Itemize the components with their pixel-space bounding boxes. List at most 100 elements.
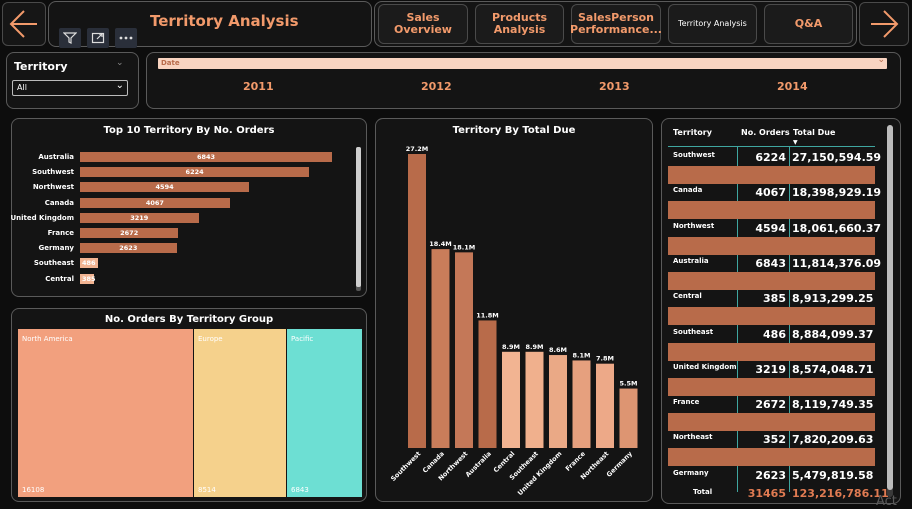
col-header-orders[interactable]: No. Orders [741,128,790,137]
column-bar[interactable] [619,388,638,448]
column-bar[interactable] [549,355,567,448]
column-value-label: 18.4M [429,240,452,248]
top10-bar[interactable] [80,167,310,178]
top10-bar[interactable] [80,212,199,223]
page-title: Territory Analysis [150,12,299,30]
column-value-label: 5.5M [620,380,638,388]
column-bar[interactable] [502,351,520,448]
top10-bar[interactable] [80,243,177,254]
top10-bar[interactable] [80,273,95,284]
top10-category-label: United Kingdom [10,213,74,222]
treemap-value: 8514 [198,486,216,494]
slicer-collapse-icon[interactable]: ⌄ [116,58,124,68]
column-bar[interactable] [525,351,544,448]
column-value-label: 18.1M [453,243,476,251]
top10-bar[interactable] [80,197,230,208]
table-row-total-due: 8,119,749.35 [792,398,874,412]
back-arrow-button[interactable] [2,2,46,46]
top10-category-label: Southeast [33,259,74,268]
top10-scrollbar[interactable] [356,147,361,291]
column-category-label: Australia [464,450,493,479]
top10-chart-title: Top 10 Territory By No. Orders [103,125,275,136]
col-header-total-due[interactable]: Total Due [793,128,836,137]
nav-qa[interactable]: Q&A [764,4,853,44]
top10-bar-value: 486 [82,259,96,268]
table-row-total-due: 7,820,209.63 [792,433,874,447]
table-row-band [668,166,875,184]
treemap-pacific[interactable]: Pacific 6843 [287,329,362,497]
top10-bar[interactable] [80,228,179,238]
table-row-total-due: 18,061,660.37 [792,221,882,235]
top10-bar[interactable] [80,152,332,162]
year-2011[interactable]: 2011 [243,80,274,93]
treemap-europe[interactable]: Europe 8514 [194,329,286,497]
forward-arrow-button[interactable] [859,2,909,46]
table-scrollbar[interactable] [887,125,893,497]
treemap-label: North America [22,335,73,343]
year-2013[interactable]: 2013 [599,80,630,93]
top10-bar-value: 385 [82,274,96,283]
column-bar[interactable] [455,252,473,448]
table-row-territory: Germany [673,468,709,477]
table-row-orders: 2623 [755,468,786,482]
table-row-orders: 2672 [755,398,786,412]
treemap-value: 6843 [291,486,309,494]
column-value-label: 7.8M [596,355,614,363]
table-row-band [668,377,875,396]
territory-dropdown[interactable]: All ⌄ [12,80,128,96]
column-category-label: Germany [605,449,635,479]
top10-bar[interactable] [80,258,98,269]
top10-bar-value: 3219 [130,213,149,222]
top10-bar-value: 6224 [185,168,204,177]
date-slicer-bar[interactable]: Date ⌄ [158,55,887,69]
nav-salesperson-performance[interactable]: SalesPerson Performance... [570,4,662,44]
focus-mode-icon[interactable] [87,28,109,48]
table-row-band [668,201,875,220]
nav-sales-overview[interactable]: Sales Overview [378,4,468,44]
nav-territory-analysis[interactable]: Territory Analysis [668,4,757,44]
year-2014[interactable]: 2014 [777,80,808,93]
treemap-north-america[interactable]: North America 16108 [18,329,193,497]
table-row-territory: Northeast [673,433,713,442]
column-category-label: United Kingdom [516,450,564,498]
table-row-orders: 3219 [755,362,786,376]
column-bar[interactable] [478,320,497,448]
more-options-icon[interactable] [115,28,137,48]
column-value-label: 8.6M [549,346,567,354]
top10-category-label: France [47,229,74,237]
column-value-label: 11.8M [476,311,499,319]
column-chart: 27.2MSouthwest18.4MCanada18.1MNorthwest1… [389,145,638,498]
sort-desc-icon: ▼ [793,139,798,146]
column-bar[interactable] [408,154,426,448]
table-row-total-due: 11,814,376.09 [792,256,882,270]
nav-products-analysis[interactable]: Products Analysis [475,4,564,44]
column-bar[interactable] [572,360,591,448]
table-row-orders: 352 [763,433,786,447]
table-row-territory: Southwest [673,151,715,159]
top10-category-label: Southwest [32,168,74,177]
col-header-territory[interactable]: Territory [673,128,712,137]
table-row-total-due: 8,574,048.71 [792,362,874,376]
table-row-band [668,342,875,361]
table-row-band [668,413,875,432]
table-row-territory: Canada [673,186,703,195]
table-row-territory: France [673,398,700,407]
column-category-label: Southwest [389,450,422,483]
top10-bar[interactable] [80,182,250,193]
column-category-label: France [564,449,587,472]
arrow-right-icon [871,10,899,38]
column-bar[interactable] [431,249,450,448]
treemap-value: 16108 [22,486,45,494]
top10-bar-value: 6843 [196,153,216,161]
top10-bar-value: 2672 [120,229,139,237]
filter-icon[interactable] [59,28,81,48]
treemap-label: Europe [198,335,223,343]
table-row-orders: 6843 [755,256,786,270]
year-2012[interactable]: 2012 [421,80,452,93]
column-value-label: 8.1M [573,351,591,359]
top10-bar-value: 2623 [119,244,138,253]
table-row-total-due: 8,913,299.25 [792,292,874,306]
table-row-orders: 6224 [755,151,786,164]
arrow-left-icon [9,10,37,38]
column-bar[interactable] [596,363,614,448]
